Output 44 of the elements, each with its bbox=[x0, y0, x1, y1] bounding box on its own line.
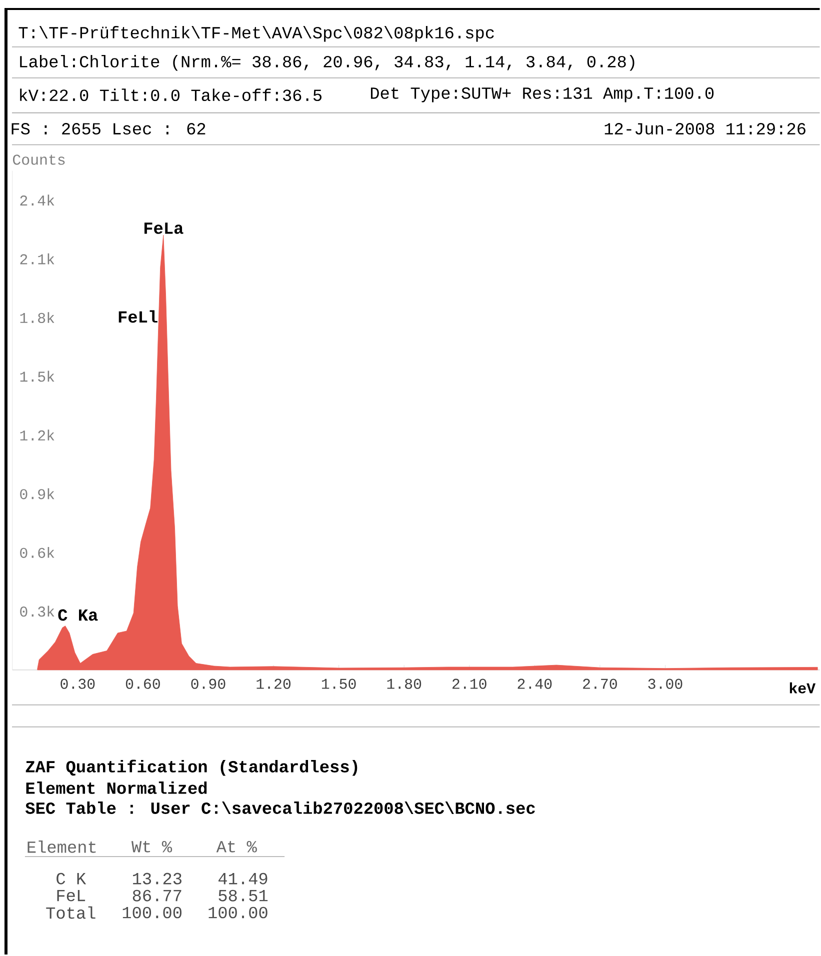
y-tick-label: 0.6k bbox=[20, 547, 54, 558]
text: 58.51 bbox=[218, 890, 268, 902]
x-tick-label: 1.80 bbox=[387, 678, 422, 689]
x-tick-label: 2.70 bbox=[583, 678, 618, 689]
text: Wt % bbox=[132, 840, 172, 852]
x-tick-label: 0.30 bbox=[60, 678, 95, 689]
text: kV:22.0 Tilt:0.0 Take-off:36.5 bbox=[20, 88, 322, 102]
y-axis-title: Counts bbox=[13, 154, 65, 165]
x-tick-label: 1.50 bbox=[322, 678, 356, 689]
text: 100.00 bbox=[208, 906, 268, 918]
text: 86.77 bbox=[133, 890, 182, 902]
text: 12-Jun-2008 11:29:26 bbox=[604, 123, 806, 135]
x-tick-label: 2.40 bbox=[518, 678, 552, 689]
text: 41.49 bbox=[218, 872, 268, 884]
text: At % bbox=[216, 840, 258, 852]
text: Element bbox=[28, 840, 96, 853]
x-tick-label: 1.20 bbox=[256, 678, 291, 689]
text: ZAF Quantification (Standardless) bbox=[26, 760, 358, 776]
x-tick-label: 2.10 bbox=[452, 678, 486, 689]
annotation: FeLl bbox=[119, 310, 158, 323]
x-axis-title: keV bbox=[790, 682, 816, 694]
text: 100.00 bbox=[122, 906, 182, 918]
text: T:\TF-Prüftechnik\TF-Met\AVA\Spc\082\08pk16.spc bbox=[18, 26, 494, 42]
y-tick-label: 1.8k bbox=[20, 312, 54, 324]
text: Label:Chlorite (Nrm.%= 38.86, 20.96, 34.83, 1.14, 3.84, 0.28) bbox=[20, 55, 634, 71]
text: Total bbox=[46, 906, 96, 919]
y-tick-label: 2.4k bbox=[20, 194, 54, 206]
text: FS : 2655 Lsec : 62 bbox=[12, 123, 206, 135]
annotation: C Ka bbox=[58, 609, 98, 621]
x-tick-label: 0.60 bbox=[126, 678, 160, 689]
x-tick-label: 0.90 bbox=[191, 678, 226, 689]
y-tick-label: 0.9k bbox=[20, 488, 54, 500]
text: 13.23 bbox=[133, 872, 182, 884]
x-tick-label: 3.00 bbox=[648, 678, 682, 689]
text: FeL bbox=[57, 890, 86, 902]
text: SEC Table : User C:\savecalib27022008\SEC\BCNO.sec bbox=[26, 802, 535, 814]
y-tick-label: 0.3k bbox=[20, 606, 54, 617]
y-tick-label: 1.5k bbox=[20, 370, 54, 382]
annotation: FeLa bbox=[144, 222, 184, 234]
y-tick-label: 1.2k bbox=[20, 430, 54, 440]
text: Det Type:SUTW+ Res:131 Amp.T:100.0 bbox=[371, 87, 714, 102]
text: C K bbox=[56, 872, 86, 884]
text: Element Normalized bbox=[26, 782, 207, 794]
y-tick-label: 2.1k bbox=[20, 253, 54, 264]
